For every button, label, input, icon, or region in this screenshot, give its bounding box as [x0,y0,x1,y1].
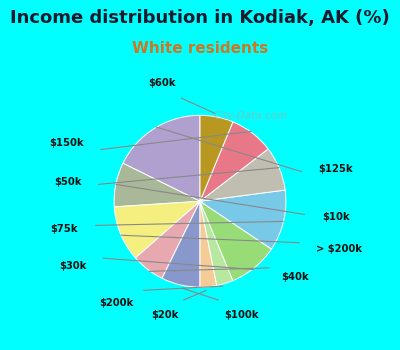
Text: $150k: $150k [49,138,84,148]
Text: $60k: $60k [148,78,176,88]
Text: White residents: White residents [132,41,268,56]
Text: $20k: $20k [151,310,178,320]
Text: $100k: $100k [224,310,258,320]
Wedge shape [136,201,200,278]
Wedge shape [123,116,200,201]
Text: City-Data.com: City-Data.com [214,111,288,121]
Text: $125k: $125k [318,163,353,174]
Wedge shape [200,201,272,281]
Wedge shape [162,201,200,287]
Wedge shape [200,149,285,201]
Wedge shape [200,190,286,249]
Wedge shape [114,201,200,258]
Text: $200k: $200k [99,298,133,308]
Wedge shape [114,163,200,207]
Text: Income distribution in Kodiak, AK (%): Income distribution in Kodiak, AK (%) [10,9,390,27]
Wedge shape [200,201,217,287]
Text: $40k: $40k [282,272,309,282]
Text: > $200k: > $200k [316,244,362,253]
Text: $10k: $10k [322,212,350,222]
Wedge shape [200,122,268,201]
Text: $75k: $75k [50,224,78,234]
Text: $50k: $50k [54,177,82,187]
Wedge shape [200,116,233,201]
Wedge shape [200,201,233,286]
Text: $30k: $30k [59,261,86,271]
